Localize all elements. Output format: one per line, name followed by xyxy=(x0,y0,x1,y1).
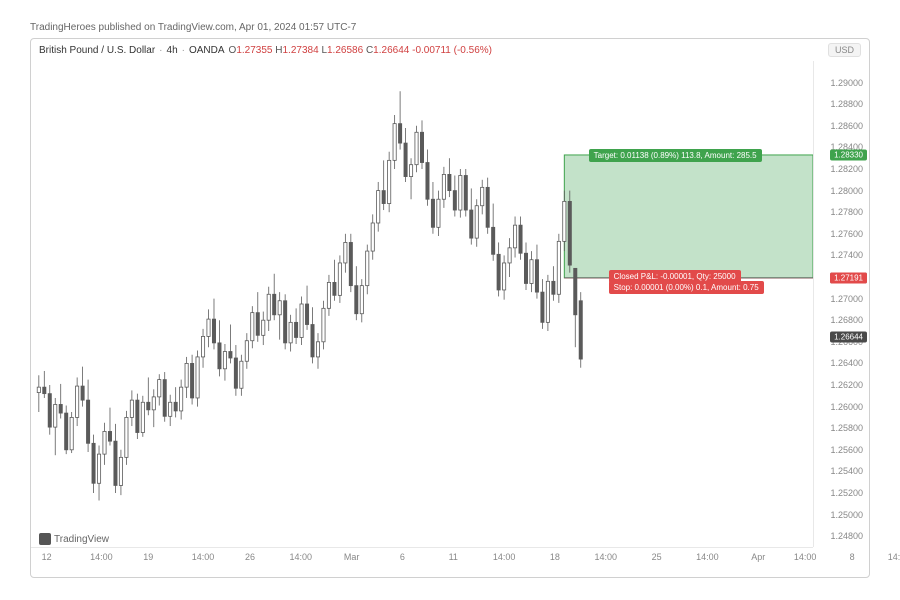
x-tick: 14:00 xyxy=(290,552,313,562)
symbol-name: British Pound / U.S. Dollar xyxy=(39,45,155,56)
x-tick: 18 xyxy=(550,552,560,562)
x-tick: 25 xyxy=(652,552,662,562)
source: OANDA xyxy=(189,45,225,56)
y-tick: 1.25600 xyxy=(830,445,863,455)
y-tick: 1.25000 xyxy=(830,510,863,520)
x-tick: 6 xyxy=(400,552,405,562)
target-label: Target: 0.01138 (0.89%) 113.8, Amount: 2… xyxy=(589,149,762,162)
y-tick: 1.26800 xyxy=(830,315,863,325)
y-tick: 1.25400 xyxy=(830,466,863,476)
ohlc-strip: O1.27355 H1.27384 L1.26586 C1.26644 -0.0… xyxy=(229,45,492,56)
symbol-info-bar: British Pound / U.S. Dollar · 4h · OANDA… xyxy=(39,45,492,56)
y-tick: 1.28200 xyxy=(830,164,863,174)
x-tick: 14:00 xyxy=(794,552,817,562)
y-tick: 1.27800 xyxy=(830,207,863,217)
y-tick: 1.28000 xyxy=(830,186,863,196)
y-tick: 1.27000 xyxy=(830,294,863,304)
tv-logo-icon xyxy=(39,533,51,545)
price-tag: 1.27191 xyxy=(830,272,867,283)
x-tick: 12 xyxy=(42,552,52,562)
x-tick: 14:00 xyxy=(90,552,113,562)
y-tick: 1.28800 xyxy=(830,99,863,109)
x-tick: 14:00 xyxy=(595,552,618,562)
y-tick: 1.26000 xyxy=(830,402,863,412)
y-tick: 1.26400 xyxy=(830,358,863,368)
x-tick: 19 xyxy=(143,552,153,562)
candlestick-svg xyxy=(31,61,813,547)
x-tick: Mar xyxy=(344,552,360,562)
y-tick: 1.25800 xyxy=(830,423,863,433)
x-tick: 26 xyxy=(245,552,255,562)
price-tag: 1.26644 xyxy=(830,332,867,343)
x-tick: 8 xyxy=(850,552,855,562)
price-tag: 1.28330 xyxy=(830,149,867,160)
attribution-text: TradingHeroes published on TradingView.c… xyxy=(30,22,356,33)
y-tick: 1.25200 xyxy=(830,488,863,498)
x-tick: 14:00 xyxy=(493,552,516,562)
x-tick: 11 xyxy=(449,552,458,562)
chart-panel[interactable]: British Pound / U.S. Dollar · 4h · OANDA… xyxy=(30,38,870,578)
y-tick: 1.27600 xyxy=(830,229,863,239)
stop-label: Stop: 0.00001 (0.00%) 0.1, Amount: 0.75 xyxy=(609,281,764,294)
price-plot[interactable]: Target: 0.01138 (0.89%) 113.8, Amount: 2… xyxy=(31,61,813,547)
y-tick: 1.26200 xyxy=(830,380,863,390)
x-tick: 14:00 xyxy=(888,552,900,562)
y-tick: 1.27400 xyxy=(830,250,863,260)
tradingview-logo: TradingView xyxy=(39,533,109,545)
x-tick: Apr xyxy=(751,552,765,562)
y-tick: 1.28600 xyxy=(830,121,863,131)
axis-unit-label: USD xyxy=(828,43,861,57)
x-tick: 14:00 xyxy=(192,552,215,562)
x-axis: 12 14:00 19 14:00 26 14:00 Mar 6 11 14:00 18 14:00 2… xyxy=(31,547,813,577)
y-tick: 1.29000 xyxy=(830,78,863,88)
x-tick: 14:00 xyxy=(696,552,719,562)
y-tick: 1.24800 xyxy=(830,531,863,541)
interval: 4h xyxy=(167,45,178,56)
y-axis: 1.290001.288001.286001.284001.282001.280… xyxy=(813,61,869,547)
